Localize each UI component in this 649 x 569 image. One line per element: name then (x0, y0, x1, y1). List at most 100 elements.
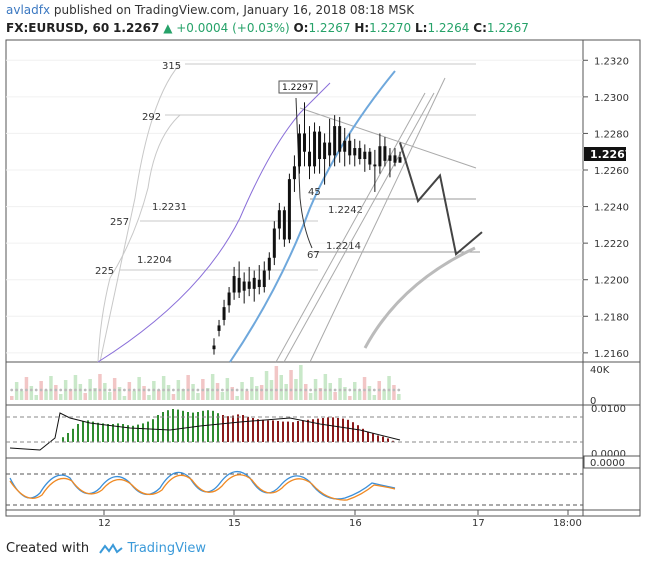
price-label-1-2204: 1.2204 (137, 255, 172, 266)
volume-bar (137, 377, 141, 400)
volume-ma-dot (49, 388, 53, 392)
volume-bar (34, 395, 38, 400)
candle-body (378, 146, 382, 167)
volume-bar (186, 375, 190, 400)
candle-body (262, 270, 266, 288)
price-tick-label: 1.2200 (594, 276, 629, 287)
volume-ma-dot (142, 388, 146, 392)
candle-body (242, 281, 246, 291)
footer: Created with TradingView (6, 541, 206, 556)
macd-bar (212, 410, 214, 442)
volume-bar (230, 387, 234, 400)
candlesticks (212, 102, 402, 355)
volume-ma-dot (372, 388, 376, 392)
candle-body (328, 142, 332, 156)
macd-histogram (62, 409, 394, 442)
volume-ma-dot (289, 388, 293, 392)
volume-ma-dot (304, 388, 308, 392)
volume-ma-dot (108, 388, 112, 392)
volume-bar (196, 393, 200, 400)
macd-bar (362, 428, 364, 442)
candle-body (302, 133, 306, 152)
price-grid (6, 59, 583, 354)
macd-bar (322, 418, 324, 442)
candle-body (388, 155, 392, 161)
macd-bar (347, 419, 349, 442)
macd-bar (87, 420, 89, 442)
price-tick-label: 1.2180 (594, 312, 629, 323)
price-tick-label: 1.2220 (594, 239, 629, 250)
volume-ma-dot (39, 388, 43, 392)
volume-bar (157, 390, 161, 400)
macd-bar (82, 421, 84, 442)
price-tick-label: 1.2300 (594, 93, 629, 104)
macd-bar (117, 423, 119, 442)
candle-body (358, 148, 362, 160)
volume-bar (54, 385, 58, 400)
candle-body (267, 257, 271, 271)
candle-body (363, 151, 367, 160)
volume-ma-dot (319, 388, 322, 392)
angle-label-45: 45 (308, 187, 321, 198)
volume-ma-dot (54, 388, 58, 392)
volume-bar (108, 392, 112, 400)
candle-body (368, 151, 372, 165)
macd-bar (72, 428, 74, 442)
macd-bar (67, 433, 69, 442)
volume-ma-dot (93, 388, 97, 392)
volume-bar (348, 396, 352, 400)
volume-bar (98, 374, 102, 400)
price-tick-label: 1.2260 (594, 166, 629, 177)
volume-ma-dot (181, 388, 185, 392)
open-label: O: (293, 21, 309, 35)
volume-bar (147, 395, 151, 400)
volume-bar (304, 384, 308, 400)
price-chart[interactable]: 1.2320 1.2300 1.2280 1.2260 1.2240 1.2220 1.22… (0, 38, 649, 538)
volume-ma-dot (78, 388, 82, 392)
candle-body (333, 126, 337, 156)
volume-bar (78, 384, 83, 400)
volume-bar (59, 394, 63, 400)
macd-bar (92, 421, 94, 442)
volume-ma-dot (113, 388, 116, 392)
volume-bar (10, 396, 14, 400)
volume-ma-dot (25, 388, 28, 392)
volume-ma-dot (152, 388, 156, 392)
volume-ma-dot (225, 388, 229, 392)
macd-bar (137, 424, 139, 442)
volume-bar (274, 366, 279, 400)
macd-bar (367, 431, 369, 442)
volume-bar (308, 393, 313, 400)
fib-label-292: 292 (142, 112, 161, 123)
volume-bar (68, 389, 73, 400)
macd-bar (112, 424, 114, 442)
candle-body (398, 157, 402, 163)
volume-bar (181, 389, 185, 400)
tradingview-link[interactable]: TradingView (127, 541, 206, 556)
volume-bar (49, 376, 53, 400)
macd-bar (282, 421, 284, 442)
created-with-label: Created with (6, 541, 90, 556)
volume-bar (284, 384, 288, 400)
candle-body (308, 151, 312, 167)
volume-bar (289, 370, 293, 400)
volume-ma-dot (368, 388, 371, 392)
author-link[interactable]: avladfx (6, 3, 51, 17)
volume-bar (215, 383, 220, 400)
close-value: 1.2267 (486, 21, 529, 35)
price-change: +0.0004 (+0.03%) (176, 21, 290, 35)
volume-ma-dot (260, 388, 263, 392)
macd-bar (202, 410, 204, 442)
macd-bar (232, 415, 234, 442)
forecast-arc (363, 246, 476, 349)
candle-body (292, 166, 296, 180)
close-label: C: (473, 21, 487, 35)
macd-bar (177, 409, 179, 442)
candle-body (323, 142, 327, 160)
volume-zero-label: 0 (590, 396, 596, 407)
angle-label-67: 67 (307, 250, 320, 261)
candle-body (282, 210, 286, 240)
volume-bar (73, 375, 78, 400)
volume-ma-dot (157, 388, 161, 392)
volume-ma-dot (98, 388, 102, 392)
